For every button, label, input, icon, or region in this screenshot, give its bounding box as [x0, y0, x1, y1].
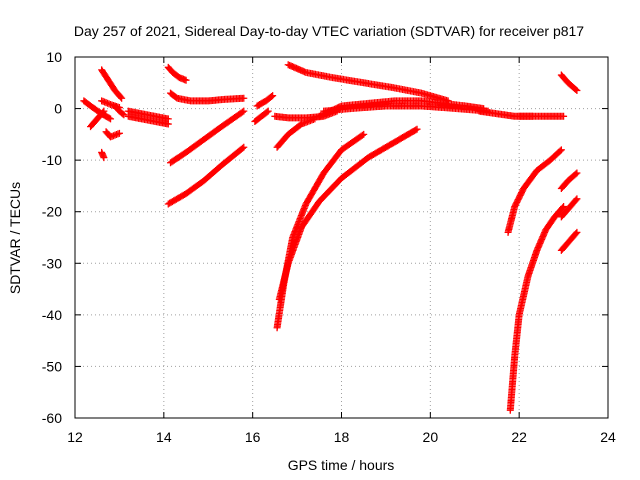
- data-point: [556, 147, 564, 155]
- x-tick-label: 20: [423, 429, 439, 445]
- y-tick-label: -30: [42, 255, 62, 271]
- data-point: [573, 195, 581, 203]
- x-axis-label: GPS time / hours: [288, 457, 395, 473]
- series-arc-14: [253, 92, 277, 110]
- series-arc-13: [164, 143, 248, 208]
- data-point: [572, 229, 580, 237]
- series-arc-9: [124, 107, 172, 123]
- data-point: [240, 94, 248, 102]
- series-arc-7: [111, 102, 128, 119]
- data-point: [560, 112, 568, 120]
- y-tick-label: -20: [42, 204, 62, 220]
- grid-lines: [75, 57, 608, 418]
- data-point: [413, 125, 421, 133]
- data-point: [164, 115, 172, 123]
- data-point: [100, 107, 108, 115]
- data-point: [311, 115, 319, 123]
- series-arc-26: [506, 203, 568, 414]
- series-arc-17: [273, 115, 319, 151]
- series-arc-11: [166, 89, 248, 105]
- series-arc-21: [273, 130, 368, 332]
- data-point: [182, 76, 190, 84]
- axis-ticks: [74, 56, 609, 419]
- y-tick-label: -10: [42, 152, 62, 168]
- y-tick-label: 0: [54, 101, 62, 117]
- data-point: [572, 196, 580, 204]
- series-arc-8: [124, 112, 172, 128]
- series-arc-28: [557, 169, 581, 193]
- series-arc-2: [87, 107, 108, 131]
- x-tick-label: 14: [156, 429, 172, 445]
- data-point: [572, 170, 580, 178]
- data-point: [573, 228, 581, 236]
- data-point: [412, 126, 420, 134]
- y-axis-label: SDTVAR / TECUs: [7, 182, 23, 294]
- data-point: [573, 87, 581, 95]
- series-arc-20: [320, 102, 492, 115]
- data-point: [560, 203, 568, 211]
- series-arc-30: [557, 228, 581, 254]
- series-arc-22: [275, 125, 421, 303]
- series-arc-6: [102, 128, 123, 141]
- data-points: [80, 61, 581, 414]
- y-tick-label: -60: [42, 410, 62, 426]
- data-point: [263, 108, 271, 116]
- series-arc-15: [251, 107, 272, 125]
- series-arc-18: [284, 61, 452, 105]
- data-point: [238, 108, 246, 116]
- x-tick-label: 24: [600, 429, 616, 445]
- data-point: [117, 93, 125, 101]
- chart-title: Day 257 of 2021, Sidereal Day-to-day VTE…: [74, 23, 584, 39]
- data-point: [559, 204, 567, 212]
- data-point: [105, 114, 113, 122]
- data-point: [264, 107, 272, 115]
- y-tick-label: -40: [42, 307, 62, 323]
- series-arc-3: [98, 148, 108, 162]
- data-point: [99, 108, 107, 116]
- data-point: [239, 144, 247, 152]
- data-point: [268, 93, 276, 101]
- series-arc-29: [557, 195, 581, 221]
- y-tick-label: 10: [46, 49, 62, 65]
- x-tick-labels: 12 14 16 18 20 22 24: [67, 429, 616, 445]
- data-point: [269, 92, 277, 100]
- data-point: [107, 115, 115, 123]
- y-tick-label: -50: [42, 358, 62, 374]
- x-tick-label: 12: [67, 429, 83, 445]
- x-tick-label: 18: [334, 429, 350, 445]
- x-tick-label: 22: [511, 429, 527, 445]
- data-point: [240, 143, 248, 151]
- series-arc-10: [164, 63, 190, 84]
- data-point: [115, 129, 123, 137]
- data-point: [358, 131, 366, 139]
- data-point: [100, 154, 108, 162]
- data-point: [557, 146, 565, 154]
- series-arc-4: [98, 66, 126, 102]
- x-tick-label: 16: [245, 429, 261, 445]
- data-point: [119, 110, 127, 118]
- data-point: [573, 169, 581, 177]
- data-point: [118, 94, 126, 102]
- data-point: [572, 86, 580, 94]
- series-arc-24: [515, 112, 568, 120]
- data-point: [360, 130, 368, 138]
- series-arc-12: [166, 107, 248, 167]
- series-arc-27: [557, 71, 581, 95]
- y-tick-labels: 10 0 -10 -20 -30 -40 -50 -60: [42, 49, 62, 426]
- series-arc-25: [504, 146, 565, 236]
- data-point: [120, 111, 128, 119]
- data-point: [240, 107, 248, 115]
